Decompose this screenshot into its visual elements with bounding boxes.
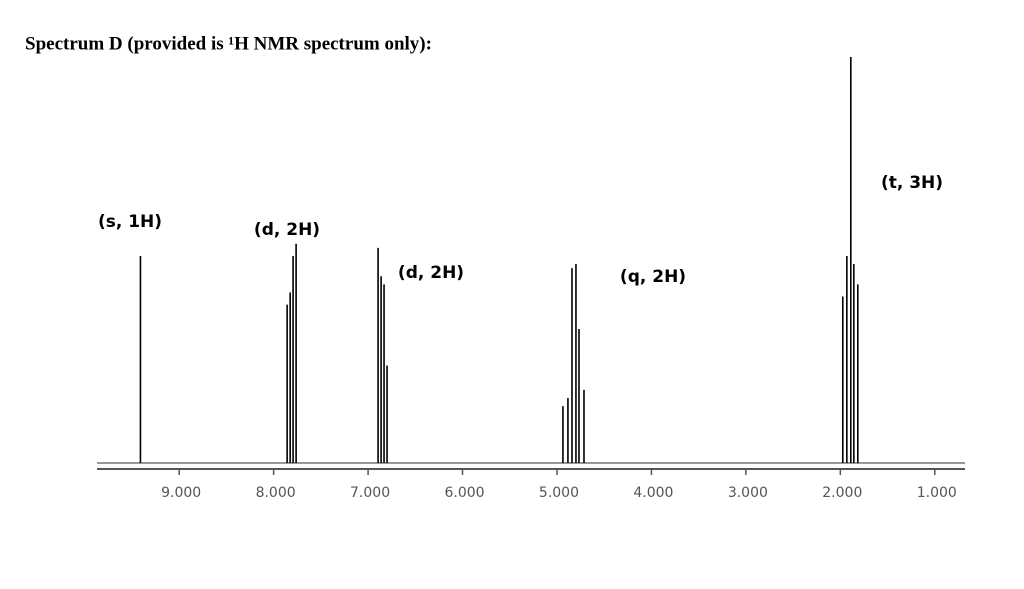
x-tick-label: 3.000 bbox=[728, 485, 768, 501]
x-tick-label: 7.000 bbox=[350, 485, 390, 501]
peak-annotation: (t, 3H) bbox=[881, 173, 943, 193]
x-tick-label: 8.000 bbox=[256, 485, 296, 501]
x-tick-label: 1.000 bbox=[917, 485, 957, 501]
x-tick-label: 5.000 bbox=[539, 485, 579, 501]
x-tick-label: 2.000 bbox=[822, 485, 862, 501]
peak-annotation: (d, 2H) bbox=[254, 220, 320, 240]
x-tick-label: 6.000 bbox=[444, 485, 484, 501]
chart-title: Spectrum D (provided is ¹H NMR spectrum … bbox=[25, 33, 432, 54]
peak-annotation: (q, 2H) bbox=[620, 267, 686, 287]
x-tick-label: 4.000 bbox=[633, 485, 673, 501]
x-tick-label: 9.000 bbox=[161, 485, 201, 501]
peak-annotation: (s, 1H) bbox=[98, 212, 162, 232]
peak-annotation: (d, 2H) bbox=[398, 263, 464, 283]
